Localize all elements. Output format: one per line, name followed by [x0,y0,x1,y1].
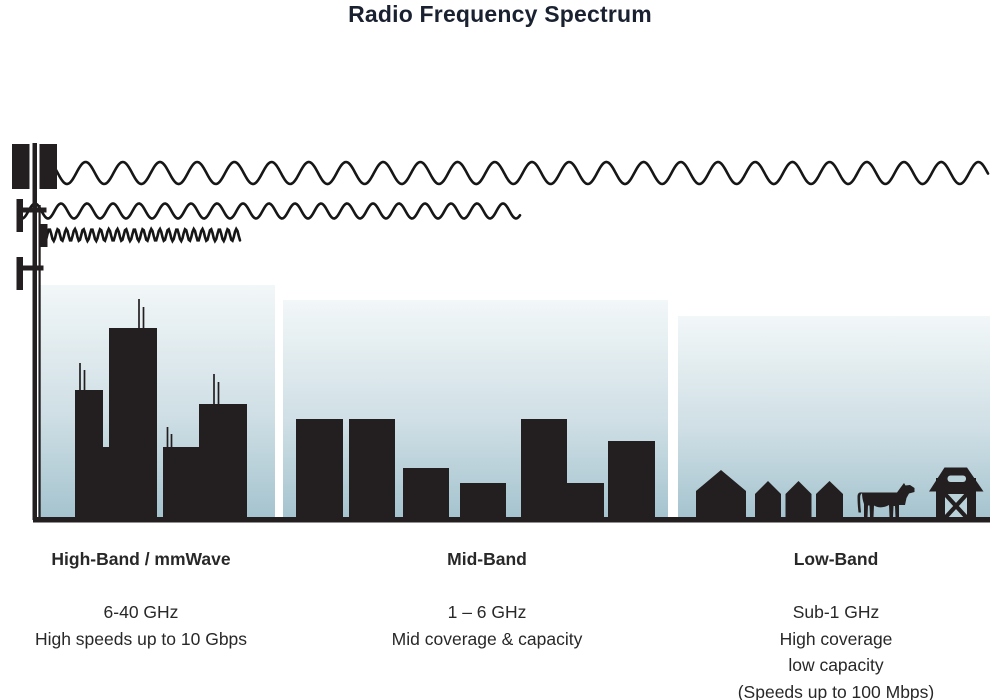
band-name: Mid-Band [447,549,527,569]
band-detail: (Speeds up to 100 Mbps) [737,681,935,700]
building [567,483,604,520]
band-label-mid: Mid-Band 1 – 6 GHz Mid coverage & capaci… [337,549,637,652]
ground-line [33,517,990,523]
house-icon [696,470,746,520]
city-skyline-icon [75,299,247,520]
tower-crossbar-lower [16,265,44,271]
building [521,419,567,520]
antenna-panel-mid-left [16,199,23,232]
building [109,328,157,520]
midrise-buildings-icon [296,419,655,520]
band-detail: low capacity [788,655,884,676]
antenna-panel-mid-right [40,224,48,247]
antenna-panel-right [39,144,57,189]
high-band-wave [43,226,242,244]
building [75,390,103,520]
barn-loft-vent [947,475,966,482]
band-detail: High speeds up to 10 Gbps [34,628,248,649]
tower-leg [38,205,41,520]
barn-icon [929,467,984,520]
page-title: Radio Frequency Spectrum [348,1,652,27]
mid-band-wave [21,202,522,220]
radio-waves [21,160,990,244]
antenna-panel-left [12,144,30,189]
building [199,404,247,520]
building [608,441,655,520]
building [296,419,343,520]
house-icon [785,481,812,520]
band-name: High-Band / mmWave [51,549,231,569]
rural-farm-icon [696,467,984,520]
building [103,447,110,520]
band-frequency: 6-40 GHz [103,602,179,622]
tower-pole [32,143,37,520]
band-detail: Mid coverage & capacity [391,628,583,649]
low-band-wave [48,160,990,186]
barn-door-crossbuck [943,492,969,520]
antenna-panel-lower-left [16,257,23,290]
building [403,468,449,520]
building [349,419,395,520]
band-frequency: 1 – 6 GHz [447,602,527,622]
tower-crossbar-upper [16,207,47,213]
building [460,483,506,520]
house-icon [816,481,843,520]
building [163,447,199,520]
cow-icon [857,483,915,517]
house-icon [755,481,781,520]
cell-tower-icon [12,143,57,520]
band-name: Low-Band [793,549,879,569]
rooftop-antennas [79,299,220,448]
band-frequency: Sub-1 GHz [792,602,880,622]
band-label-low: Low-Band Sub-1 GHz High coverage low cap… [686,549,986,700]
band-label-high: High-Band / mmWave 6-40 GHz High speeds … [0,549,291,652]
band-detail: High coverage [779,628,893,649]
